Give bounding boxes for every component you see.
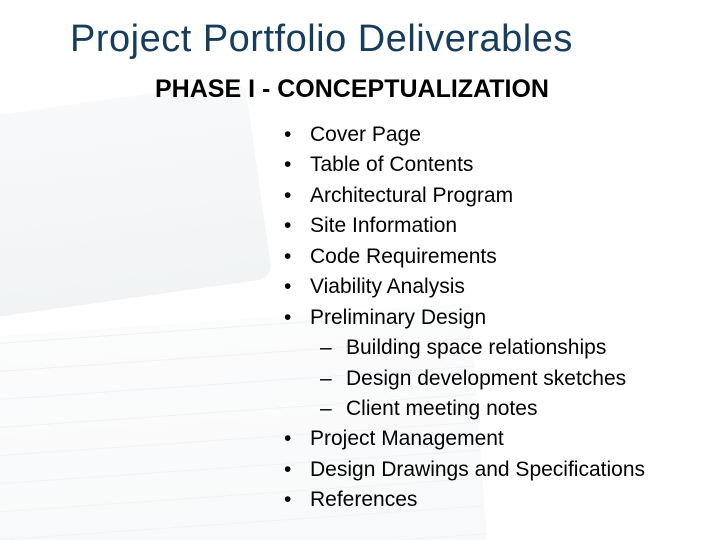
slide-title: Project Portfolio Deliverables bbox=[70, 18, 680, 61]
list-item: Preliminary Design Building space relatio… bbox=[280, 303, 680, 425]
list-item-label: Site Information bbox=[310, 214, 457, 237]
list-item-label: Cover Page bbox=[310, 123, 421, 146]
sub-list-item: Building space relationships bbox=[310, 333, 680, 363]
list-item: Project Management bbox=[280, 424, 680, 454]
list-item-label: Project Management bbox=[310, 427, 504, 450]
sub-list-item: Design development sketches bbox=[310, 364, 680, 394]
sub-list-item: Client meeting notes bbox=[310, 394, 680, 424]
list-item: Table of Contents bbox=[280, 150, 680, 180]
bullet-list-container: Cover Page Table of Contents Architectural… bbox=[280, 120, 680, 516]
sub-list: Building space relationshipsDesign devel… bbox=[310, 333, 680, 424]
list-item: Viability Analysis bbox=[280, 272, 680, 302]
list-item: Cover Page bbox=[280, 120, 680, 150]
list-item: References bbox=[280, 485, 680, 515]
list-item-label: Design Drawings and Specifications bbox=[310, 458, 645, 481]
list-item-label: Table of Contents bbox=[310, 153, 473, 176]
list-item-label: Viability Analysis bbox=[310, 275, 465, 298]
list-item: Code Requirements bbox=[280, 242, 680, 272]
list-item: Site Information bbox=[280, 211, 680, 241]
list-item: Design Drawings and Specifications bbox=[280, 455, 680, 485]
list-item-label: Architectural Program bbox=[310, 184, 513, 207]
slide-subtitle: PHASE I - CONCEPTUALIZATION bbox=[155, 75, 680, 104]
list-item-label: Preliminary Design bbox=[310, 306, 486, 329]
list-item-label: Code Requirements bbox=[310, 245, 497, 268]
bullet-list: Cover Page Table of Contents Architectural… bbox=[280, 120, 680, 516]
slide-content: Project Portfolio Deliverables PHASE I -… bbox=[0, 0, 720, 540]
list-item-label: References bbox=[310, 488, 417, 511]
list-item: Architectural Program bbox=[280, 181, 680, 211]
